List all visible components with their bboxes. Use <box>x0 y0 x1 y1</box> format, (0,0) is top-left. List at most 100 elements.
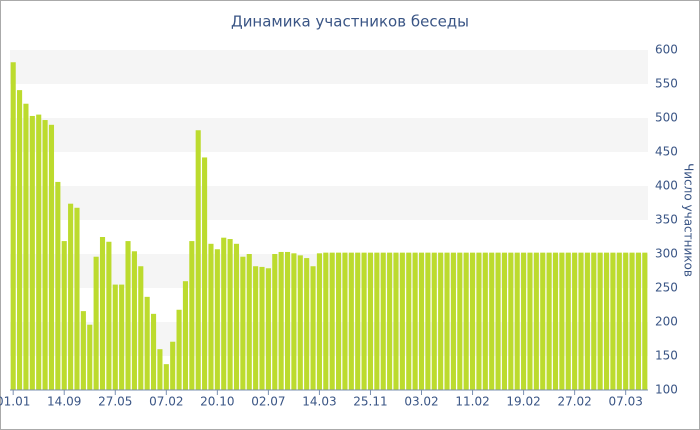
bar <box>565 252 571 390</box>
bar <box>106 241 112 390</box>
x-tick-label: 25.11 <box>353 395 387 409</box>
bar <box>533 252 539 390</box>
y-tick-label: 350 <box>655 213 678 227</box>
bar <box>119 284 125 390</box>
y-tick-label: 500 <box>655 111 678 125</box>
y-tick-label: 200 <box>655 315 678 329</box>
x-tick-label: 14.09 <box>47 395 81 409</box>
bar <box>393 252 399 390</box>
bar <box>163 364 169 390</box>
bar <box>508 252 514 390</box>
bar <box>42 120 48 390</box>
bar <box>233 243 240 390</box>
bar <box>195 130 201 391</box>
bar <box>476 252 482 390</box>
y-tick-label: 550 <box>655 77 678 91</box>
x-tick-label: 02.07 <box>251 395 285 409</box>
bar <box>623 252 629 390</box>
bar <box>150 313 157 390</box>
bar <box>93 256 99 390</box>
bar <box>521 252 527 390</box>
x-tick-label: 27.02 <box>557 395 591 409</box>
y-tick-label: 450 <box>655 145 678 159</box>
bar <box>559 252 565 390</box>
bar <box>642 252 648 390</box>
bar <box>61 241 67 390</box>
bar <box>316 253 322 390</box>
grid-band <box>10 254 648 288</box>
bar <box>170 341 176 390</box>
y-axis-label: Число участников <box>682 163 696 277</box>
bar <box>367 252 374 390</box>
bar <box>240 256 246 390</box>
bar <box>284 251 291 390</box>
bar <box>214 249 220 390</box>
bar <box>482 252 488 390</box>
bar <box>635 252 641 390</box>
bar <box>144 296 150 390</box>
grid-band <box>10 322 648 356</box>
bar <box>29 115 35 391</box>
bar <box>265 268 271 390</box>
bar <box>80 311 86 390</box>
bar <box>138 266 144 390</box>
bar <box>501 252 508 390</box>
x-tick-label: 07.02 <box>149 395 183 409</box>
y-tick-label: 400 <box>655 179 678 193</box>
bar <box>10 62 16 391</box>
y-tick-label: 300 <box>655 247 678 261</box>
bar <box>125 241 131 390</box>
bar <box>55 181 61 390</box>
bar <box>221 237 227 390</box>
bar <box>387 252 393 390</box>
bar <box>418 252 425 390</box>
bar <box>591 252 597 390</box>
x-tick-label: 19.02 <box>506 395 540 409</box>
bar <box>68 203 74 390</box>
bar <box>489 252 495 390</box>
bar <box>323 252 329 390</box>
bar <box>272 254 278 390</box>
bar <box>495 252 501 390</box>
bar <box>99 237 106 390</box>
bar <box>208 243 214 390</box>
bar <box>48 124 55 391</box>
bar <box>469 252 476 390</box>
x-tick-label: 01.01 <box>0 395 30 409</box>
bar <box>380 252 386 390</box>
bar <box>425 252 431 390</box>
bar <box>603 252 610 390</box>
bar <box>431 252 437 390</box>
bar <box>584 252 590 390</box>
bar <box>348 252 354 390</box>
bar <box>74 207 80 390</box>
grid-band <box>10 118 648 152</box>
x-tick-label: 20.10 <box>200 395 234 409</box>
bar <box>246 254 252 390</box>
bar <box>87 324 93 390</box>
x-tick-label: 03.02 <box>404 395 438 409</box>
bar <box>304 258 310 390</box>
bar <box>374 252 380 390</box>
bar <box>412 252 418 390</box>
chart-title: Динамика участников беседы <box>231 13 469 31</box>
bar <box>406 252 412 390</box>
bar <box>527 252 533 390</box>
bar <box>616 252 622 390</box>
x-tick-label: 07.03 <box>608 395 642 409</box>
bar <box>629 252 635 390</box>
bar <box>310 266 316 390</box>
bar <box>540 252 546 390</box>
bar <box>514 252 520 390</box>
x-tick-label: 14.03 <box>302 395 336 409</box>
bar <box>578 252 584 390</box>
bar <box>189 241 195 390</box>
bar <box>552 252 559 390</box>
bar <box>23 103 29 390</box>
bar <box>253 266 259 390</box>
bar <box>444 252 450 390</box>
bar <box>297 255 303 390</box>
bar <box>342 252 348 390</box>
bar <box>438 252 444 390</box>
